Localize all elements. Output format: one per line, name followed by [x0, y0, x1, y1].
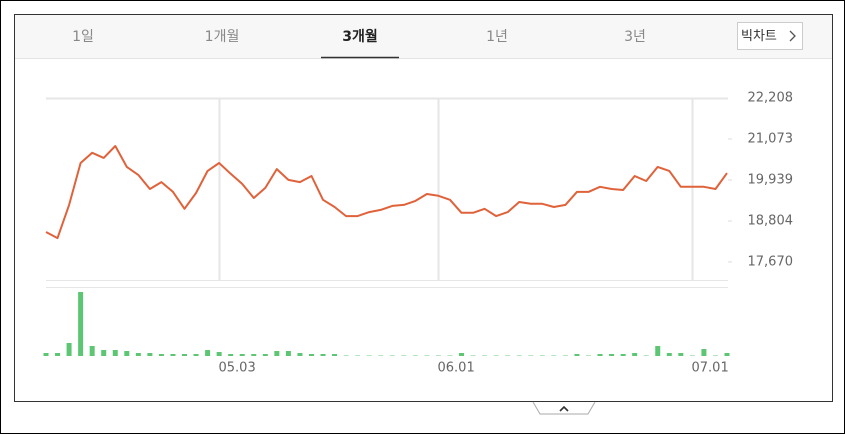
- volume-bar: [424, 355, 430, 356]
- volume-bar: [528, 355, 534, 356]
- price-line: [45, 145, 728, 240]
- volume-bar: [447, 355, 453, 356]
- y-tick-label: 18,804: [748, 213, 794, 228]
- y-tick-label: 22,208: [748, 91, 794, 106]
- volume-bar: [55, 353, 61, 356]
- volume-bar: [712, 355, 718, 356]
- volume-bar: [262, 354, 268, 356]
- y-tick-label: 21,073: [748, 132, 794, 147]
- volume-bar: [343, 355, 349, 356]
- x-tick-label: 05.03: [219, 361, 256, 376]
- volume-bar: [620, 354, 626, 356]
- y-tick-label: 19,939: [748, 172, 794, 187]
- x-tick-label: 06.01: [438, 361, 475, 376]
- volume-bar: [274, 351, 280, 356]
- volume-bar: [101, 350, 107, 356]
- volume-bar: [516, 355, 522, 356]
- volume-bar: [470, 355, 476, 356]
- volume-bar: [182, 354, 188, 356]
- panel: [14, 14, 833, 402]
- volume-bar: [158, 354, 164, 356]
- volume-bar: [701, 349, 707, 356]
- tab[interactable]: 1년: [486, 29, 508, 45]
- y-tick-label: 17,670: [748, 254, 794, 269]
- volume-bar: [551, 355, 557, 356]
- volume-bar: [205, 350, 211, 356]
- volume-bar: [539, 355, 545, 356]
- volume-bar: [66, 343, 72, 356]
- volume-bar: [505, 355, 511, 356]
- volume-bar: [297, 353, 303, 356]
- volume-bar: [89, 346, 95, 356]
- volume-bar: [401, 355, 407, 356]
- volume-bar: [574, 354, 580, 356]
- volume-bar: [239, 354, 245, 356]
- volume-bar: [689, 355, 695, 356]
- chevron-icon: [789, 30, 796, 42]
- volume-bar: [170, 354, 176, 356]
- volume-bar: [609, 354, 615, 356]
- volume-bar: [216, 352, 222, 356]
- x-tick-label: 07.01: [692, 361, 729, 376]
- tab[interactable]: 1일: [72, 29, 94, 45]
- tab[interactable]: 1개월: [205, 29, 240, 45]
- volume-bar: [643, 355, 649, 356]
- up-chevron-icon: [559, 405, 569, 412]
- volume-bar: [378, 355, 384, 356]
- volume-bar: [147, 353, 153, 356]
- volume-bar: [78, 292, 84, 356]
- volume-bar: [193, 354, 199, 356]
- volume-bar: [308, 354, 314, 356]
- volume-bar: [597, 354, 603, 356]
- volume-bar: [135, 353, 141, 356]
- volume-bar: [585, 355, 591, 356]
- volume-bar: [678, 353, 684, 356]
- volume-bar: [482, 355, 488, 356]
- volume-bar: [124, 351, 130, 356]
- volume-bar: [493, 355, 499, 356]
- volume-bar: [562, 355, 568, 356]
- volume-bar: [366, 355, 372, 356]
- volume-bar: [412, 355, 418, 356]
- volume-bar: [459, 353, 465, 356]
- volume-bar: [285, 351, 291, 356]
- volume-bar: [655, 346, 661, 356]
- volume-bar: [389, 355, 395, 356]
- tab[interactable]: 3개월: [342, 28, 378, 45]
- volume-bar: [632, 353, 638, 356]
- volume-bar: [228, 354, 234, 356]
- volume-bar: [112, 350, 118, 356]
- volume-bar: [320, 354, 326, 356]
- button-label[interactable]: 빅차트: [741, 29, 777, 44]
- volume-bar: [355, 355, 361, 356]
- volume-bar: [251, 354, 257, 356]
- tab[interactable]: 3년: [624, 29, 646, 45]
- volume-bar: [666, 353, 672, 356]
- volume-bar: [332, 354, 338, 356]
- volume-bar: [724, 353, 730, 356]
- volume-bar: [43, 353, 49, 356]
- tab-bar: [15, 15, 832, 58]
- volume-bar: [435, 355, 441, 356]
- big-chart-button[interactable]: [737, 22, 803, 50]
